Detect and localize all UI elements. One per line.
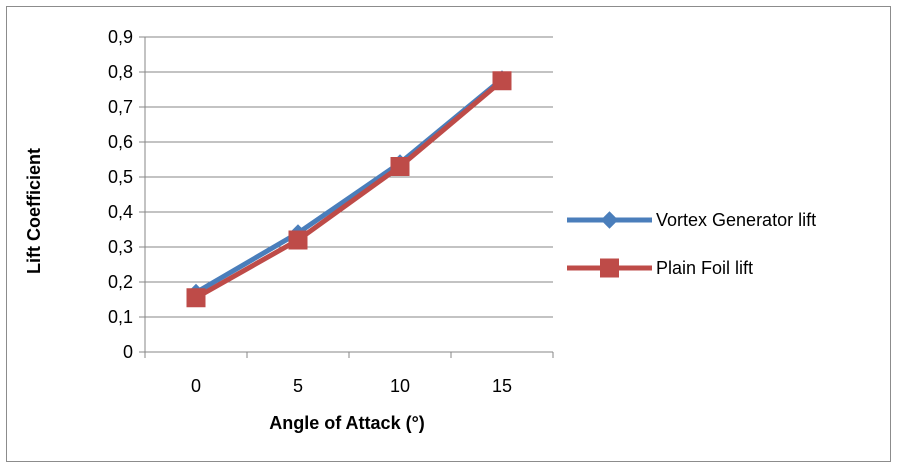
legend-label: Vortex Generator lift (656, 210, 816, 230)
y-tick-label: 0,7 (108, 97, 133, 117)
chart-frame (6, 6, 891, 462)
series-line (194, 78, 504, 300)
y-axis-title: Lift Coefficient (24, 148, 44, 274)
y-tick-label: 0,9 (108, 27, 133, 47)
series-2 (186, 71, 512, 308)
series-line (194, 77, 504, 295)
gridlines (145, 36, 553, 318)
legend-label: Plain Foil lift (656, 258, 753, 278)
x-axis-title: Angle of Attack (°) (269, 413, 425, 433)
legend: Vortex Generator lift Plain Foil lift (567, 210, 816, 278)
legend-marker (600, 211, 619, 229)
legend-item: Vortex Generator lift (567, 210, 816, 230)
data-point (390, 157, 410, 176)
y-tick-label: 0 (123, 342, 133, 362)
data-point (186, 288, 206, 308)
legend-marker (600, 258, 619, 278)
series-layer (186, 70, 512, 308)
legend-item: Plain Foil lift (567, 258, 753, 278)
y-tick-label: 0,1 (108, 307, 133, 327)
y-axis-ticks: 0 0,1 0,2 0,3 0,4 0,5 0,6 0,7 0,8 0,9 (108, 27, 145, 362)
y-tick-label: 0,5 (108, 167, 133, 187)
series-1 (187, 70, 511, 302)
y-tick-label: 0,4 (108, 202, 133, 222)
x-tick-label: 5 (293, 376, 303, 396)
y-tick-label: 0,3 (108, 237, 133, 257)
data-point (288, 230, 308, 250)
data-point (492, 71, 512, 91)
y-tick-label: 0,6 (108, 132, 133, 152)
y-tick-label: 0,2 (108, 272, 133, 292)
x-tick-label: 15 (492, 376, 512, 396)
x-tick-label: 0 (191, 376, 201, 396)
y-tick-label: 0,8 (108, 62, 133, 82)
x-axis-ticks: 0 5 10 15 (144, 352, 554, 396)
x-tick-label: 10 (390, 376, 410, 396)
